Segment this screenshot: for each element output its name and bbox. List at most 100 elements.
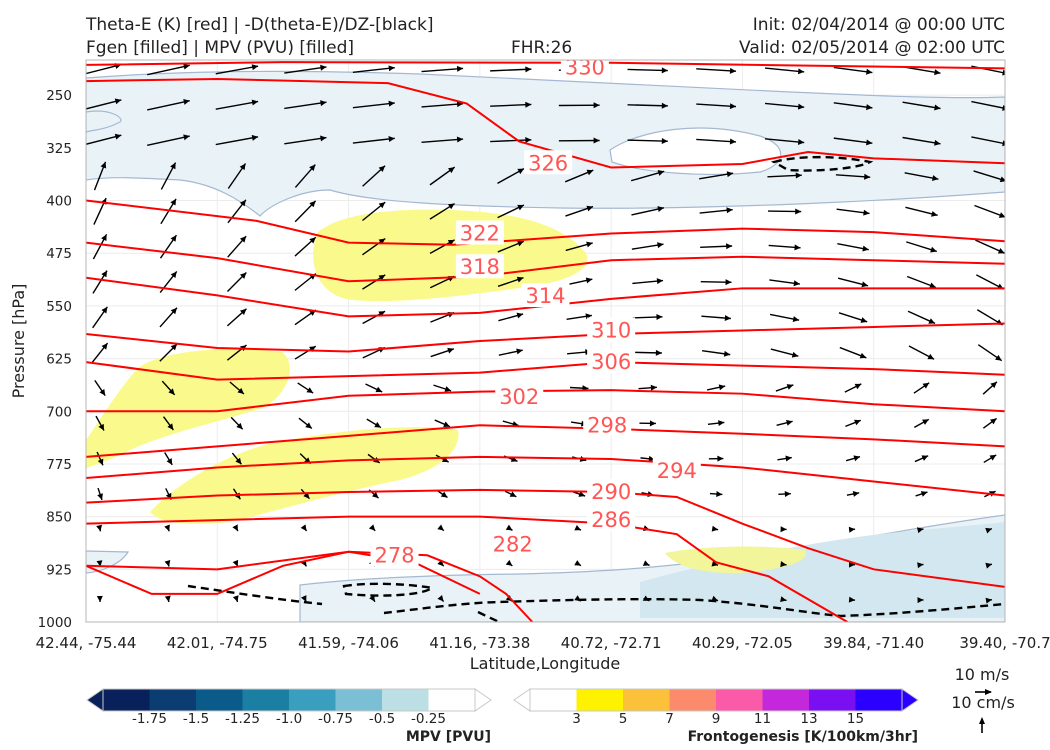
wind-vector-head: [114, 98, 122, 105]
wind-vector-head: [990, 381, 997, 389]
wind-vector-shaft: [627, 68, 668, 72]
stability-contour-bottom-main: [383, 597, 1005, 618]
wind-vector: [86, 98, 122, 110]
wind-vectors: [86, 63, 1005, 604]
mpv-region-upper: [86, 70, 1005, 217]
wind-vector-head: [854, 419, 861, 426]
wind-vector-head: [785, 455, 792, 462]
wind-vector: [627, 138, 668, 145]
wind-vector: [770, 348, 799, 358]
wind-vector: [352, 100, 395, 109]
mpv-filled-regions: [86, 70, 1005, 622]
wind-vector-head: [101, 270, 108, 278]
wind-vector-head: [718, 420, 725, 427]
wind-vector: [490, 137, 532, 144]
wind-vector-head: [998, 212, 1005, 218]
wind-vector: [917, 597, 924, 604]
wind-vector: [711, 525, 719, 532]
mpv-colorbar-swatch: [289, 689, 336, 711]
wind-vector: [436, 489, 448, 499]
wind-vector-head: [251, 64, 259, 71]
fgen-colorbar: 3 5 7 9 11 13 15 Frontogenesis [K/100km/3hr]: [513, 688, 919, 745]
wind-vector-shaft: [147, 99, 190, 111]
wind-vector-head: [447, 347, 454, 354]
wind-vector: [974, 204, 1005, 218]
wind-vector-shaft: [352, 66, 395, 74]
wind-vector: [284, 100, 327, 110]
wind-vector-shaft: [284, 66, 327, 74]
wind-vector: [631, 242, 664, 250]
wind-vector-head: [729, 138, 737, 145]
wind-vector: [227, 199, 247, 224]
wind-vector: [215, 99, 259, 110]
wind-vector-head: [795, 208, 802, 215]
wind-vector-head: [309, 200, 316, 208]
wind-vector-head: [444, 386, 452, 392]
wind-vector: [97, 487, 103, 501]
wind-vector-head: [237, 387, 244, 395]
wind-vector-shaft: [696, 68, 737, 72]
wind-vector: [632, 278, 664, 285]
wind-vector-head: [711, 595, 719, 602]
wind-vector: [638, 384, 657, 391]
mpv-colorbar-tick: -1.75: [132, 711, 167, 727]
wind-vector-head: [656, 278, 664, 285]
wind-vector-shaft: [627, 104, 668, 107]
wind-vector: [971, 136, 1005, 147]
wind-vector: [159, 234, 178, 259]
theta-e-label-bg: [495, 384, 544, 409]
wind-vector-head: [170, 235, 177, 242]
wind-vector: [985, 562, 993, 569]
wind-vector-head: [98, 423, 105, 431]
wind-vector: [836, 208, 870, 216]
wind-vector: [497, 240, 524, 253]
wind-vector: [294, 345, 317, 360]
wind-vector: [904, 172, 939, 182]
wind-vector: [711, 560, 719, 567]
wind-vector-head: [931, 175, 939, 182]
wind-vector: [631, 206, 665, 216]
wind-vector: [849, 561, 856, 568]
wind-vector-head: [239, 308, 247, 316]
wind-vector-head: [456, 101, 464, 108]
wind-vector: [845, 419, 862, 428]
wind-vector-head: [593, 137, 600, 144]
wind-vector-head: [517, 240, 524, 247]
wind-vector: [915, 491, 928, 497]
x-tick-label: 42.01, -74.75: [167, 634, 268, 652]
wind-key-vertical-label: 10 cm/s: [951, 693, 1015, 712]
wind-vector-head: [797, 138, 805, 145]
wind-vector: [711, 595, 719, 602]
wind-vector-head: [657, 242, 664, 249]
wind-vector: [430, 347, 455, 358]
wind-vector: [352, 65, 395, 74]
wind-vector: [701, 350, 731, 357]
wind-vector: [284, 64, 327, 74]
wind-vector-head: [729, 67, 737, 74]
wind-vector: [780, 526, 787, 533]
wind-vector-head: [236, 422, 243, 430]
wind-vector-head: [656, 314, 663, 321]
wind-vector: [642, 560, 650, 567]
wind-vector-shaft: [971, 136, 1005, 145]
theta-e-label-bg: [560, 60, 609, 79]
wind-vector-head: [239, 163, 246, 171]
wind-vector: [159, 307, 178, 328]
theta-e-label-bg: [587, 317, 636, 342]
wind-vector: [504, 490, 517, 498]
wind-vector: [913, 382, 930, 394]
wind-vector-head: [786, 384, 794, 390]
wind-vector-head: [586, 169, 594, 176]
wind-vector-head: [170, 162, 176, 170]
wind-vector-head: [726, 171, 734, 178]
wind-vector-head: [437, 595, 444, 602]
y-tick-label: 850: [46, 510, 72, 526]
mpv-colorbar-swatch: [382, 689, 429, 711]
wind-vector-shaft: [764, 102, 805, 108]
fgen-region-small-right: [665, 546, 806, 574]
plot-frame: [85, 59, 1006, 623]
wind-vector-head: [649, 420, 656, 427]
wind-vector: [907, 310, 936, 325]
fgen-colorbar-swatch: [762, 689, 809, 711]
